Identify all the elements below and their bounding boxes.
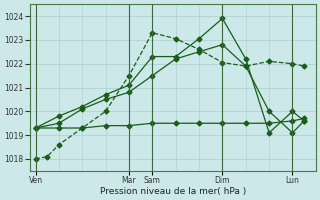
X-axis label: Pression niveau de la mer( hPa ): Pression niveau de la mer( hPa ) xyxy=(100,187,246,196)
